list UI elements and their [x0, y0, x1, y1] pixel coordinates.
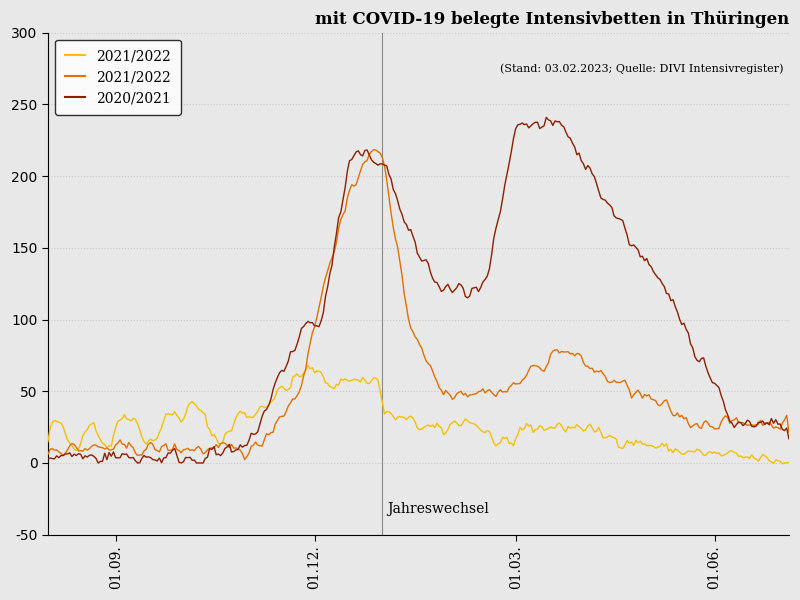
Legend: 2021/2022, 2021/2022, 2020/2021: 2021/2022, 2021/2022, 2020/2021: [55, 40, 181, 115]
Text: mit COVID-19 belegte Intensivbetten in Thüringen: mit COVID-19 belegte Intensivbetten in T…: [314, 11, 789, 28]
Text: (Stand: 03.02.2023; Quelle: DIVI Intensivregister): (Stand: 03.02.2023; Quelle: DIVI Intensi…: [501, 63, 784, 74]
Text: Jahreswechsel: Jahreswechsel: [386, 502, 489, 516]
